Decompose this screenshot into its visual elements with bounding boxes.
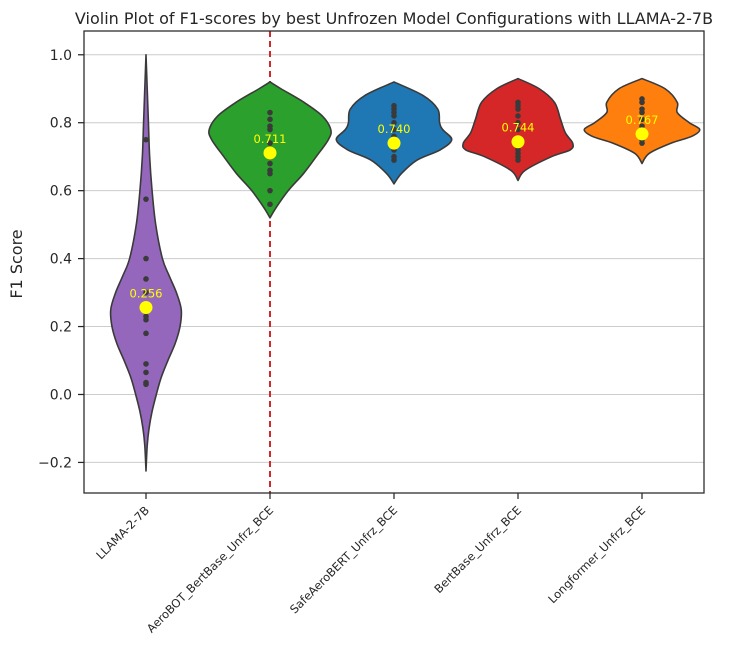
data-point — [639, 116, 645, 123]
data-point — [639, 123, 645, 129]
data-point — [391, 113, 397, 119]
data-point — [267, 116, 273, 123]
data-point — [639, 140, 645, 146]
y-tick-label: 1.0 — [50, 48, 72, 64]
data-point — [515, 113, 521, 119]
data-point — [143, 289, 149, 296]
data-point — [391, 119, 397, 126]
chart-title: Violin Plot of F1-scores by best Unfroze… — [75, 9, 713, 28]
data-point — [267, 187, 273, 194]
data-point — [143, 361, 149, 367]
y-axis-label: F1 Score — [7, 229, 26, 298]
mean-markers: 0.256 0.711 0.740 0.744 0.767 — [130, 113, 659, 315]
data-point — [515, 106, 521, 112]
data-point — [267, 126, 273, 133]
gridlines — [84, 54, 704, 463]
y-tick-label: 0.8 — [50, 116, 72, 132]
data-point — [143, 316, 149, 323]
mean-value-label: 0.767 — [626, 113, 659, 127]
x-tick-label: LLAMA-2-7B — [93, 503, 152, 562]
data-point — [267, 160, 273, 167]
violin-LLAMA-2-7B — [109, 53, 183, 472]
mean-value-label: 0.711 — [254, 132, 287, 146]
mean-marker — [511, 135, 525, 149]
x-tick-label: AeroBOT_BertBase_Unfrz_BCE — [144, 503, 276, 635]
data-point — [267, 140, 273, 146]
mean-marker — [387, 136, 401, 150]
mean-value-label: 0.256 — [130, 287, 163, 301]
data-point — [143, 381, 149, 388]
data-point — [391, 157, 397, 163]
data-point — [143, 276, 149, 282]
data-point — [391, 126, 397, 133]
x-tick-label: SafeAeroBERT_Unfrz_BCE — [287, 503, 400, 616]
data-point — [515, 157, 521, 163]
data-point — [515, 119, 521, 126]
y-tick-label: 0.4 — [50, 252, 72, 268]
y-tick-label: −0.2 — [38, 455, 72, 471]
mean-marker — [635, 127, 649, 141]
x-tick-label: BertBase_Unfrz_BCE — [431, 503, 524, 596]
data-point — [143, 369, 149, 376]
data-point — [639, 109, 645, 116]
mean-marker — [263, 146, 277, 160]
y-tick-label: 0.0 — [50, 387, 72, 403]
violin-SafeAeroBERT_Unfrz_BCE — [335, 81, 453, 185]
violins — [109, 53, 701, 472]
data-point — [143, 330, 149, 337]
data-points — [143, 96, 645, 388]
mean-value-label: 0.744 — [502, 121, 535, 135]
y-tick-label: 0.6 — [50, 184, 72, 200]
data-point — [143, 136, 149, 143]
y-tick-label: 0.2 — [50, 320, 72, 336]
data-point — [267, 170, 273, 177]
x-tick-label: Longformer_Unfrz_BCE — [545, 503, 648, 606]
data-point — [143, 255, 149, 262]
data-point — [143, 196, 149, 202]
data-point — [639, 99, 645, 106]
data-point — [267, 201, 273, 208]
data-point — [267, 109, 273, 116]
mean-value-label: 0.740 — [378, 122, 411, 136]
mean-marker — [139, 301, 153, 315]
data-point — [515, 126, 521, 133]
